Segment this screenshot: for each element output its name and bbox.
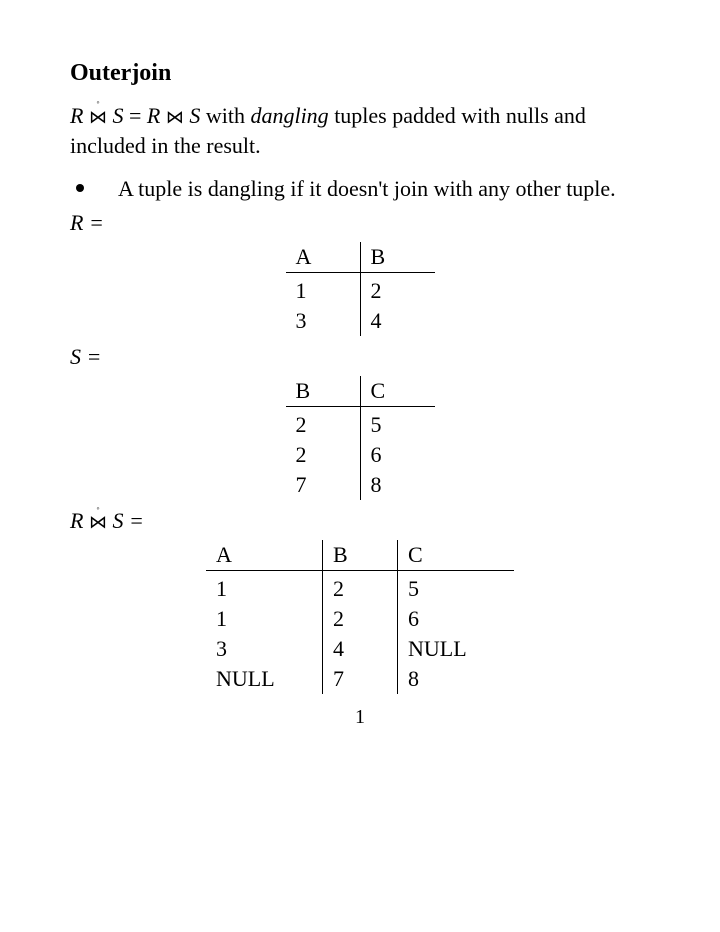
cell: NULL (398, 634, 515, 664)
table-r-wrap: A B 1 2 3 4 (70, 242, 650, 336)
table-s-wrap: B C 2 5 2 6 7 8 (70, 376, 650, 500)
col-header: C (360, 376, 435, 407)
cell: 1 (206, 574, 323, 604)
cell: 8 (360, 470, 435, 500)
outer-join-icon: ⋈◦ (89, 512, 107, 533)
cell: 7 (323, 664, 398, 694)
table-row: 7 8 (286, 470, 435, 500)
bullet-text: A tuple is dangling if it doesn't join w… (118, 174, 616, 204)
relation-label-rs: R ⋈◦ S = (70, 508, 650, 534)
table-rs: A B C 1 2 5 1 2 6 3 4 (206, 540, 514, 694)
rs-pre: R (70, 508, 89, 533)
table-row: 1 2 6 (206, 604, 514, 634)
section-heading: Outerjoin (70, 60, 650, 87)
table-row: 2 6 (286, 440, 435, 470)
table-row: 3 4 NULL (206, 634, 514, 664)
relation-label-r: R = (70, 210, 650, 236)
cell: 5 (398, 574, 515, 604)
def-italic: dangling (250, 103, 328, 128)
cell: 5 (360, 410, 435, 440)
outer-join-icon: ⋈◦ (89, 105, 107, 129)
col-header: B (286, 376, 361, 407)
def-text: S with (184, 103, 251, 128)
cell: 2 (286, 410, 361, 440)
definition-paragraph: R ⋈◦ S = R ⋈ S with dangling tuples padd… (70, 101, 650, 160)
table-r: A B 1 2 3 4 (286, 242, 435, 336)
cell: 2 (323, 604, 398, 634)
cell: 8 (398, 664, 515, 694)
cell: 3 (206, 634, 323, 664)
col-header: B (360, 242, 435, 273)
page-number: 1 (70, 706, 650, 729)
def-text: S = R (107, 103, 166, 128)
natural-join-icon: ⋈ (166, 105, 184, 129)
cell: 1 (206, 604, 323, 634)
rs-post: S = (107, 508, 144, 533)
table-s: B C 2 5 2 6 7 8 (286, 376, 435, 500)
cell: 2 (323, 574, 398, 604)
cell: 4 (323, 634, 398, 664)
bullet-icon (76, 184, 84, 192)
bullet-item: A tuple is dangling if it doesn't join w… (70, 174, 650, 204)
cell: 1 (286, 276, 361, 306)
cell: 6 (360, 440, 435, 470)
cell: 2 (360, 276, 435, 306)
col-header: B (323, 540, 398, 571)
document-page: Outerjoin R ⋈◦ S = R ⋈ S with dangling t… (0, 0, 720, 729)
cell: 4 (360, 306, 435, 336)
col-header: C (398, 540, 515, 571)
table-row: 1 2 5 (206, 574, 514, 604)
def-text: R (70, 103, 89, 128)
cell: 2 (286, 440, 361, 470)
table-rs-wrap: A B C 1 2 5 1 2 6 3 4 (70, 540, 650, 694)
table-row: 3 4 (286, 306, 435, 336)
table-row: 2 5 (286, 410, 435, 440)
cell: 3 (286, 306, 361, 336)
table-row: 1 2 (286, 276, 435, 306)
col-header: A (286, 242, 361, 273)
cell: 7 (286, 470, 361, 500)
col-header: A (206, 540, 323, 571)
cell: 6 (398, 604, 515, 634)
table-row: NULL 7 8 (206, 664, 514, 694)
relation-label-s: S = (70, 344, 650, 370)
cell: NULL (206, 664, 323, 694)
